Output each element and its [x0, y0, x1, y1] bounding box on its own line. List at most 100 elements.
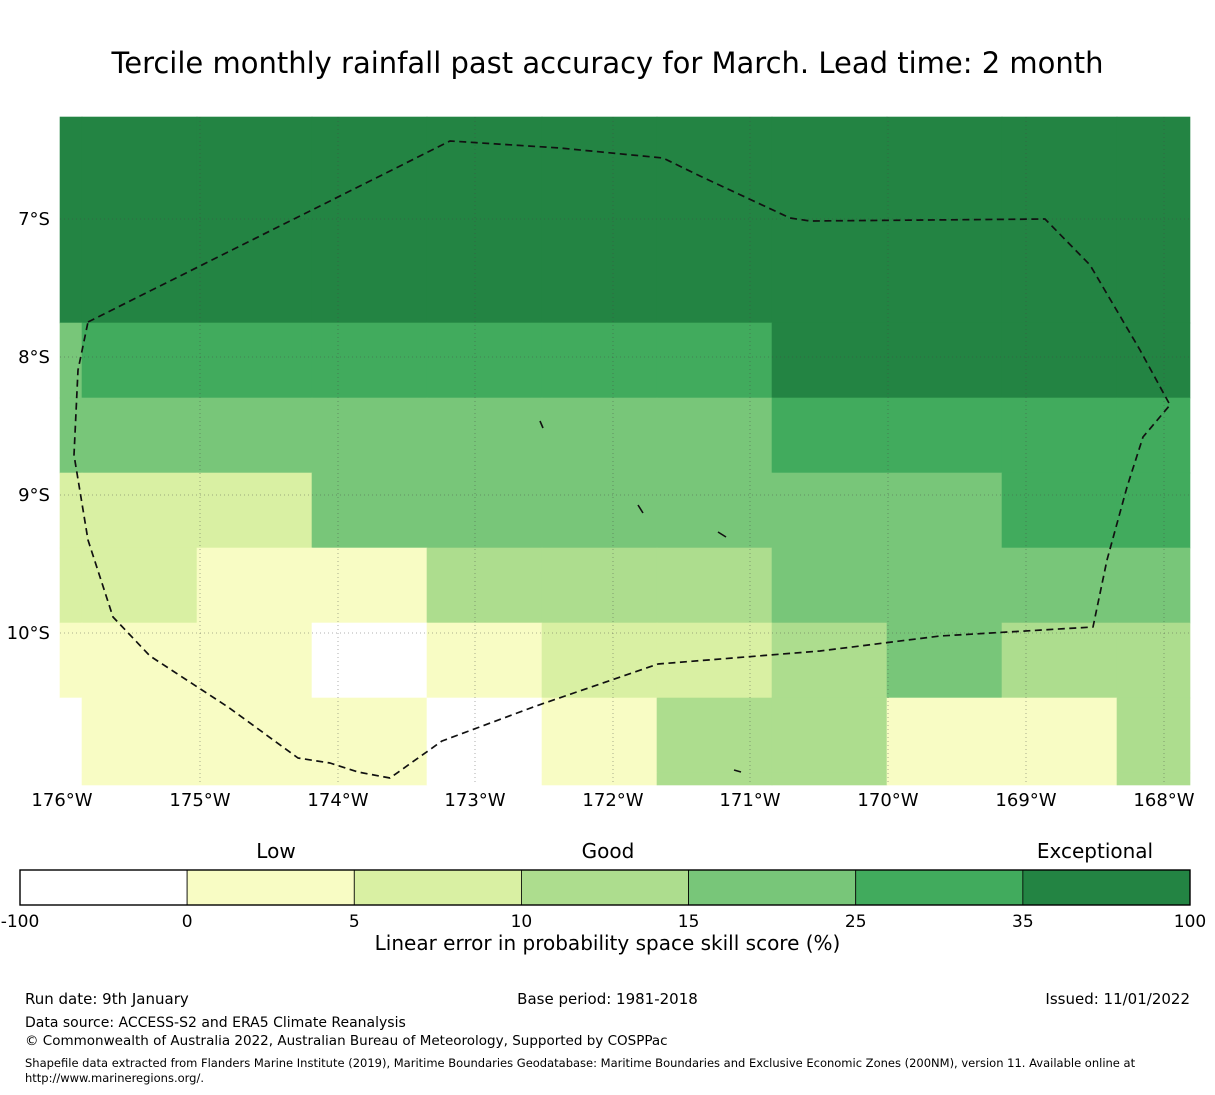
y-tick-label: 9°S: [18, 485, 50, 506]
map-cell: [59, 322, 83, 399]
map-cell: [771, 397, 888, 474]
colorbar-segment: [521, 869, 689, 906]
map-cell: [1001, 472, 1118, 549]
map-cell: [1001, 116, 1118, 324]
colorbar-tick-label: 25: [845, 912, 867, 932]
colorbar-tick-labels: -100 0 5 10 15 25 35 100: [1, 912, 1207, 932]
colorbar-tick-label: 5: [349, 912, 360, 932]
map-cell: [196, 397, 313, 474]
page-title: Tercile monthly rainfall past accuracy f…: [111, 46, 1104, 80]
map-cell: [541, 772, 658, 786]
map-cell: [886, 397, 1003, 474]
colorbar-tick-label: 15: [678, 912, 700, 932]
y-tick-label: 8°S: [18, 347, 50, 368]
map-cell: [196, 697, 313, 774]
map-cell: [81, 622, 198, 699]
map-cell: [1116, 697, 1191, 774]
island-mark: [539, 420, 544, 429]
map-cell: [1116, 547, 1191, 624]
map-cell: [886, 472, 1003, 549]
map-cell: [81, 697, 198, 774]
map-cell: [886, 772, 1003, 786]
map-cell: [196, 472, 313, 549]
map-cell: [311, 772, 428, 786]
map-cell: [426, 547, 543, 624]
map-cell: [196, 547, 313, 624]
x-axis-tick-labels: 176°W 175°W 174°W 173°W 172°W 171°W 170°W 169°W…: [31, 790, 1194, 811]
map-cell: [1001, 622, 1118, 699]
colorbar-label-good: Good: [581, 839, 635, 863]
map-cell: [541, 472, 658, 549]
map-cell: [771, 472, 888, 549]
colorbar-segment: [19, 869, 188, 906]
map-cell: [426, 116, 543, 324]
map-cell: [1116, 116, 1191, 324]
colorbar-outline: [19, 869, 1191, 906]
island-marks: [539, 420, 742, 773]
x-tick-label: 174°W: [307, 790, 368, 811]
map-cell: [59, 697, 83, 774]
x-tick-label: 173°W: [444, 790, 505, 811]
map-cell: [196, 116, 313, 324]
map-cell: [541, 547, 658, 624]
map-cell: [1001, 772, 1118, 786]
graticule-layer: [60, 117, 1190, 785]
map-cell: [1001, 322, 1118, 399]
x-tick-label: 169°W: [995, 790, 1056, 811]
map-cell: [1116, 397, 1191, 474]
map-cell: [311, 116, 428, 324]
map-cell: [59, 472, 83, 549]
map-cell: [541, 322, 658, 399]
map-cell: [886, 697, 1003, 774]
x-tick-label: 172°W: [582, 790, 643, 811]
map-cell: [541, 697, 658, 774]
map-cell: [1116, 322, 1191, 399]
map-cell: [81, 547, 198, 624]
map-cell: [1116, 472, 1191, 549]
colorbar-tick-label: 0: [182, 912, 193, 932]
map-cell: [59, 622, 83, 699]
colorbar-tick-label: 10: [511, 912, 533, 932]
map-cell: [426, 472, 543, 549]
map-cell: [196, 772, 313, 786]
map-cell: [1001, 697, 1118, 774]
map-cell: [59, 772, 83, 786]
colorbar-segment: [855, 869, 1024, 906]
map-cell: [426, 622, 543, 699]
map-cell: [426, 322, 543, 399]
map-cell: [1116, 772, 1191, 786]
map-cell: [311, 397, 428, 474]
map-cell: [311, 622, 428, 699]
map-cell: [59, 397, 83, 474]
map-cell: [886, 322, 1003, 399]
map-cell: [771, 772, 888, 786]
map-cell: [196, 322, 313, 399]
map-cell: [426, 697, 543, 774]
x-tick-label: 171°W: [719, 790, 780, 811]
colorbar: [19, 869, 1191, 906]
map-cell: [886, 547, 1003, 624]
shapefile-note-line1: Shapefile data extracted from Flanders M…: [25, 1056, 1136, 1070]
map-cell: [656, 472, 773, 549]
island-mark: [637, 504, 644, 514]
map-cell: [311, 547, 428, 624]
map-cell: [426, 772, 543, 786]
map-cell: [311, 322, 428, 399]
map-cell: [311, 472, 428, 549]
map-cell: [311, 697, 428, 774]
map-cell: [656, 772, 773, 786]
shapefile-note-line2: http://www.marineregions.org/.: [25, 1071, 204, 1085]
data-source-text: Data source: ACCESS-S2 and ERA5 Climate …: [25, 1015, 406, 1031]
colorbar-label-low: Low: [256, 839, 296, 863]
map-cell: [59, 116, 83, 324]
map-cell: [196, 622, 313, 699]
colorbar-caption: Linear error in probability space skill …: [374, 931, 841, 955]
map-cell: [541, 116, 658, 324]
x-tick-label: 175°W: [169, 790, 230, 811]
x-tick-label: 168°W: [1133, 790, 1194, 811]
copyright-text: © Commonwealth of Australia 2022, Austra…: [25, 1033, 668, 1049]
map-cell: [541, 622, 658, 699]
map-cell: [656, 397, 773, 474]
